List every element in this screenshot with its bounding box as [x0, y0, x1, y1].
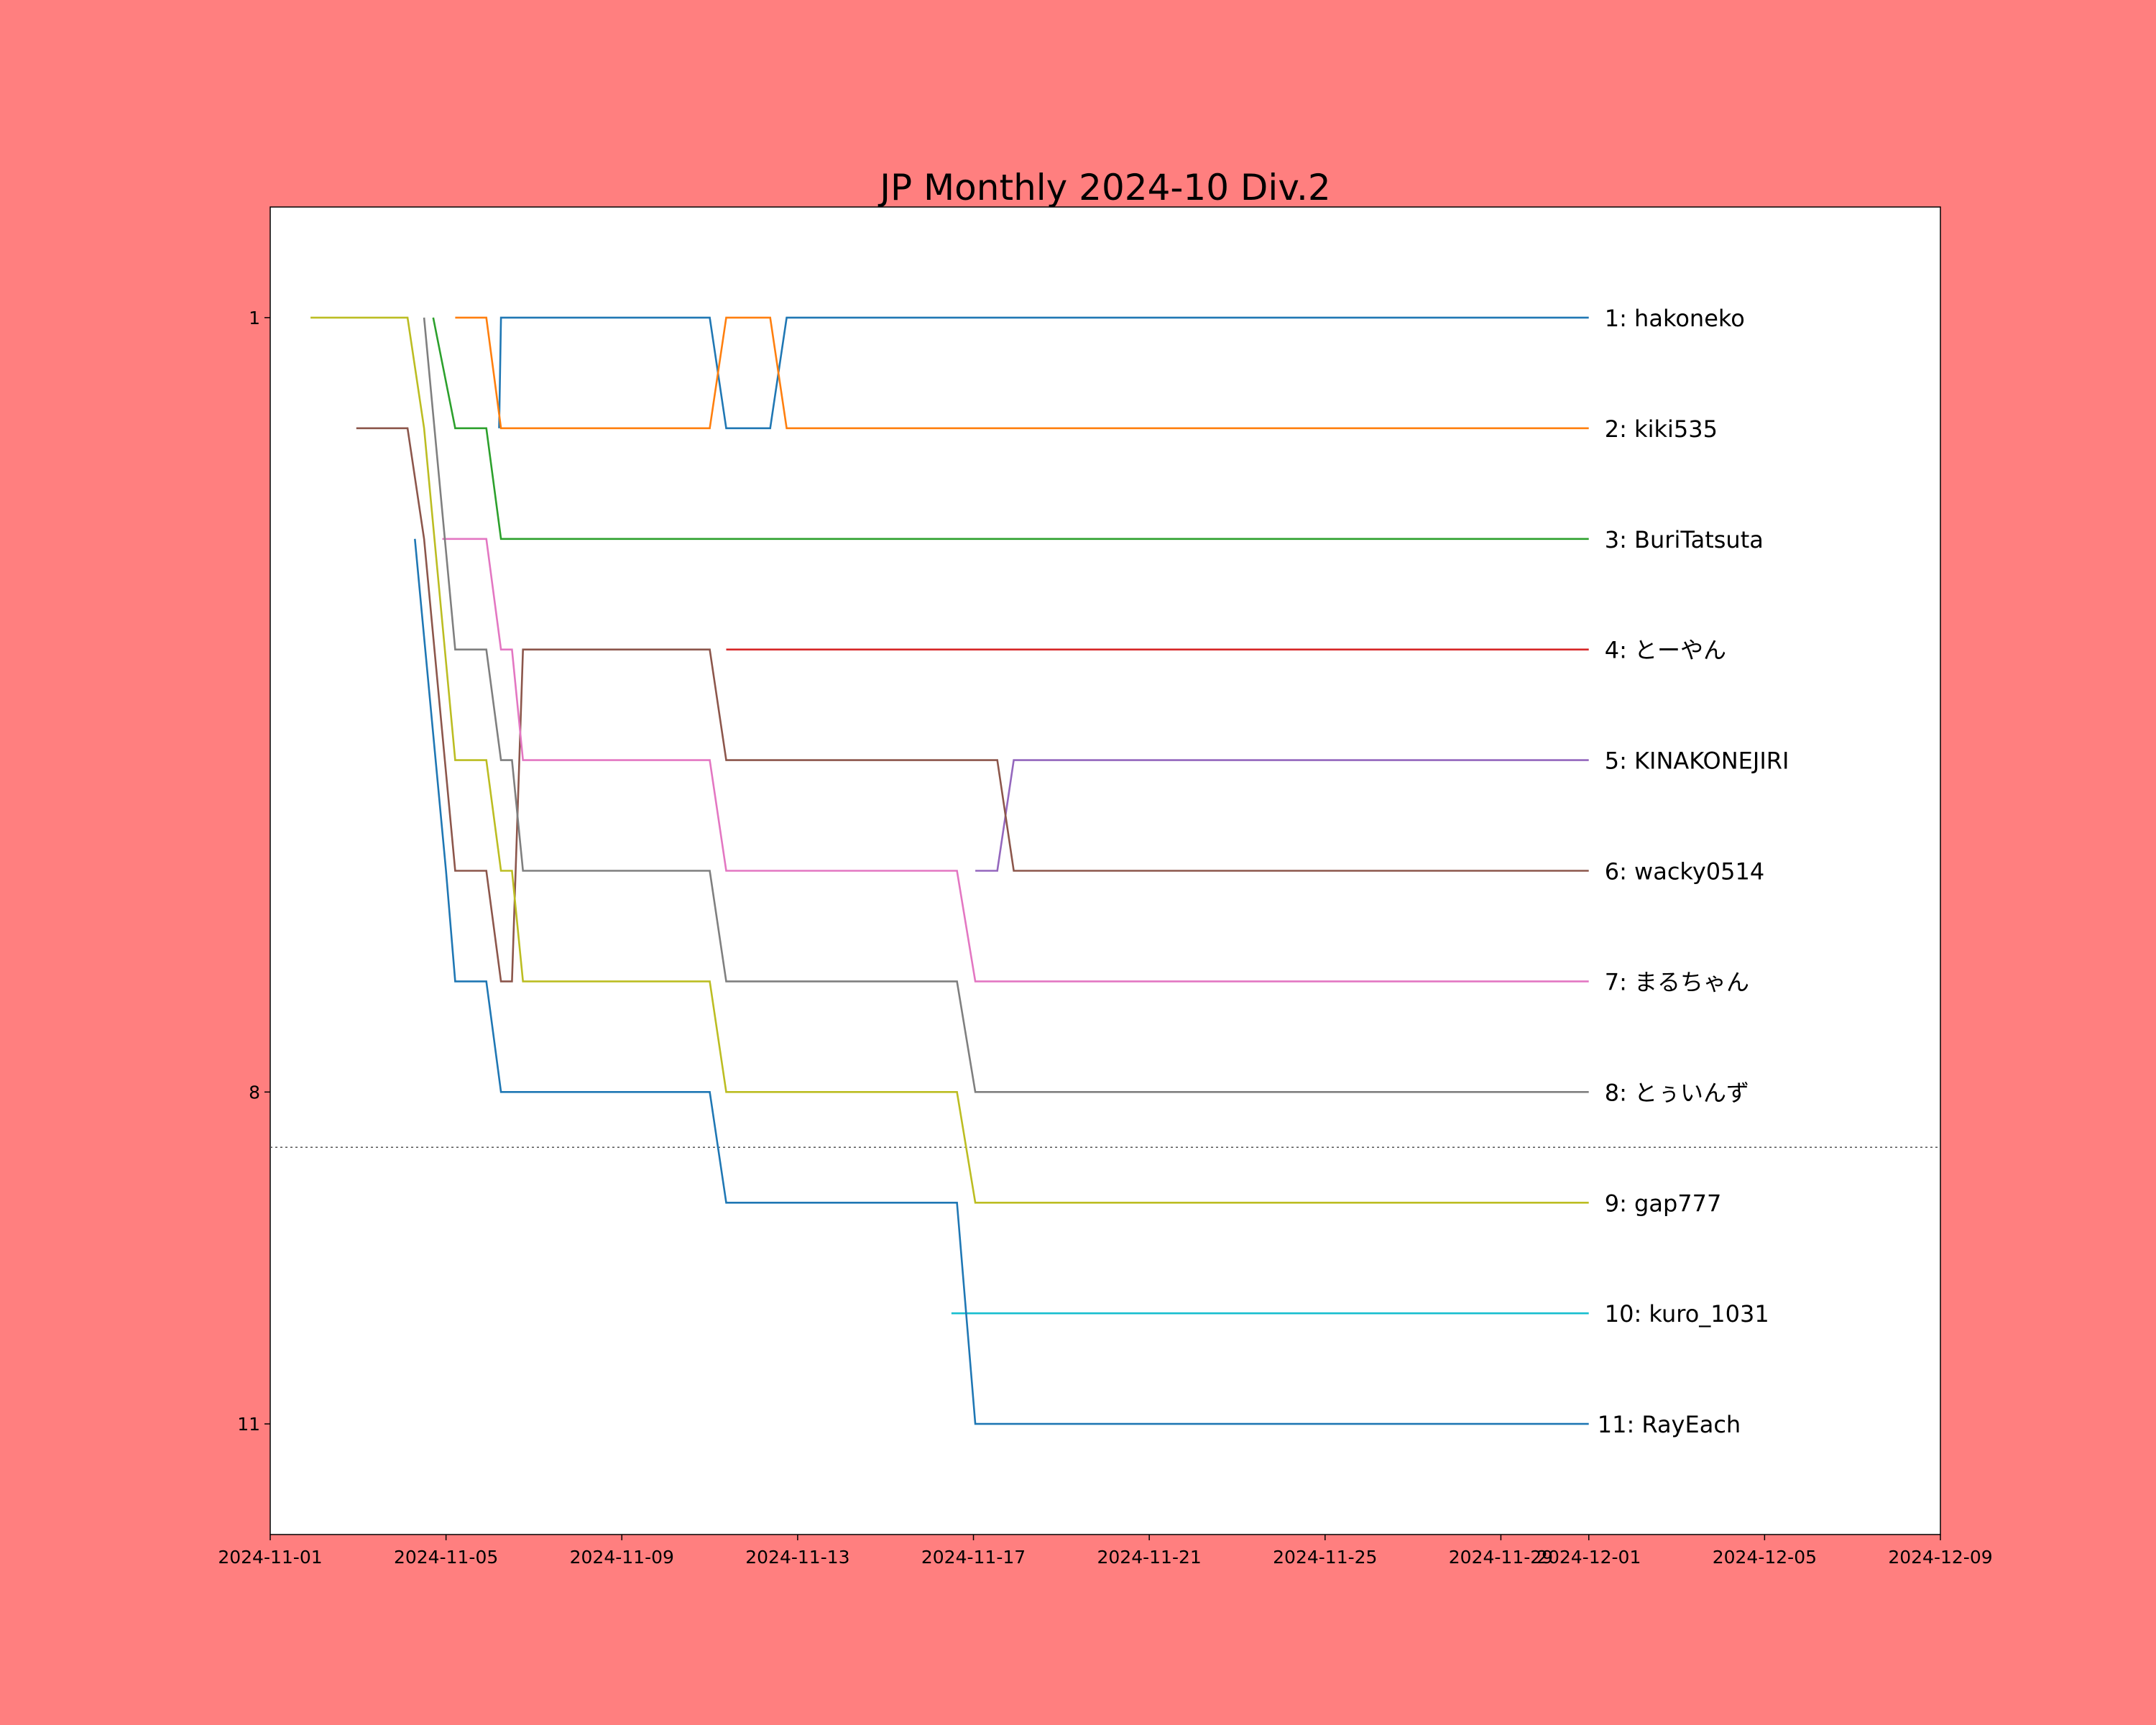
series-line	[432, 317, 1589, 540]
series-end-label: 6: wacky0514	[1605, 858, 1764, 886]
chart-title: JP Monthly 2024-10 Div.2	[877, 167, 1331, 208]
x-tick-label: 2024-12-05	[1713, 1547, 1817, 1568]
series-end-label: 3: BuriTatsuta	[1605, 526, 1764, 553]
series-end-label: 7: まるちゃん	[1605, 968, 1749, 995]
series-line	[455, 316, 1589, 430]
series-layer	[310, 316, 1589, 1425]
x-tick-label: 2024-11-05	[394, 1547, 498, 1568]
series-line	[498, 316, 1589, 430]
x-tick-label: 2024-12-09	[1888, 1547, 1992, 1568]
y-tick-label: 1	[249, 308, 260, 328]
series-line	[310, 316, 1589, 1204]
series-end-label: 11: RayEach	[1598, 1411, 1741, 1438]
series-end-label: 2: kiki535	[1605, 415, 1718, 443]
end-labels: 1: hakoneko 2: kiki535 3: BuriTatsuta 4: とー…	[1598, 305, 1789, 1438]
x-tick-label: 2024-11-29	[1449, 1547, 1553, 1568]
series-end-label: 9: gap777	[1605, 1190, 1722, 1217]
x-tick-label: 2024-11-01	[218, 1547, 322, 1568]
series-end-label: 1: hakoneko	[1605, 305, 1745, 332]
series-line	[442, 538, 1589, 983]
y-tick-label: 11	[237, 1414, 260, 1435]
series-end-label: 10: kuro_1031	[1605, 1300, 1769, 1328]
y-tick-label: 8	[249, 1082, 260, 1103]
series-line	[414, 538, 1589, 1425]
x-axis: 2024-11-01 2024-11-05 2024-11-09 2024-11-13…	[218, 1535, 1993, 1568]
series-end-label: 5: KINAKONEJIRI	[1605, 748, 1789, 775]
x-tick-label: 2024-11-13	[745, 1547, 849, 1568]
series-line	[423, 317, 1589, 1093]
series-end-label: 4: とーやん	[1605, 637, 1726, 664]
series-end-label: 8: とぅいんず	[1605, 1079, 1749, 1106]
x-tick-label: 2024-12-01	[1537, 1547, 1641, 1568]
x-tick-label: 2024-11-09	[570, 1547, 674, 1568]
x-tick-label: 2024-11-25	[1273, 1547, 1377, 1568]
series-line	[356, 427, 1589, 983]
x-tick-label: 2024-11-17	[921, 1547, 1026, 1568]
x-tick-label: 2024-11-21	[1097, 1547, 1202, 1568]
